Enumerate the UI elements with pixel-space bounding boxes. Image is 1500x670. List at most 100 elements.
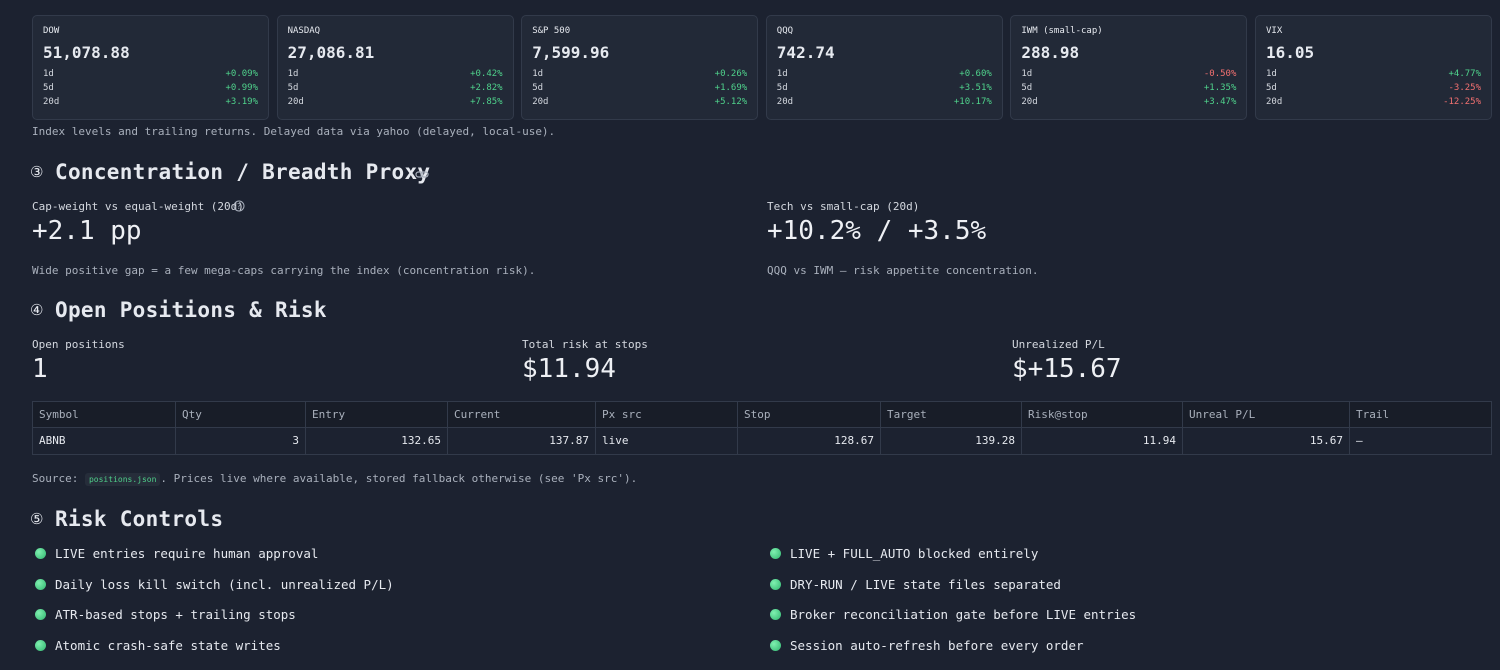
return-period: 1d [776,69,788,79]
control-item: DRY-RUN / LIVE state files separated [790,576,1061,592]
index-level: 742.74 [776,43,835,62]
section-title: Open Positions & Risk [55,298,327,322]
return-value: +4.77% [1448,69,1481,79]
section-number: ⑤ [30,510,44,528]
return-value: +5.12% [714,97,748,107]
return-period: 5d [1021,83,1033,93]
index-card: NASDAQ 27,086.81 1d +0.42% 5d +2.82% 20d +7.85% [276,15,514,120]
table-cell: ABNB [33,428,176,454]
index-name: S&P 500 [532,26,571,36]
return-value: -0.50% [1203,69,1237,79]
column-header: Symbol [33,402,176,428]
return-period: 1d [1266,69,1277,79]
return-value: +0.42% [470,69,503,79]
column-header: Target [881,402,1022,428]
index-level: 51,078.88 [43,43,130,62]
return-value: +1.35% [1203,83,1237,93]
help-icon[interactable]: ? [233,200,245,212]
table-cell: 139.28 [881,428,1022,454]
return-period: 1d [287,69,299,79]
index-name: NASDAQ [287,26,321,36]
control-item: Daily loss kill switch (incl. unrealized… [55,576,394,592]
status-dot [35,548,46,559]
column-header: Trail [1350,402,1491,428]
status-dot [35,609,46,620]
column-header: Px src [596,402,738,428]
metric-value: +2.1 pp [32,216,142,246]
index-level: 16.05 [1266,43,1315,62]
table-cell: 137.87 [448,428,596,454]
section-number: ③ [30,163,44,181]
index-name: QQQ [776,26,794,36]
return-value: -3.25% [1448,83,1481,93]
return-period: 20d [287,97,304,107]
control-item: Session auto-refresh before every order [790,637,1084,653]
control-item: Broker reconciliation gate before LIVE e… [790,607,1137,622]
return-value: +3.19% [225,97,258,107]
index-note: Index levels and trailing returns. Delay… [32,125,556,138]
index-name: VIX [1266,26,1283,36]
return-period: 5d [776,83,788,93]
section-title: Risk Controls [55,507,224,531]
metric-note: Wide positive gap = a few mega-caps carr… [32,264,536,277]
table-cell: 3 [176,428,306,454]
status-dot [35,578,46,590]
metric-label: Unrealized P/L [1012,338,1105,351]
return-period: 5d [1266,83,1277,93]
return-period: 5d [287,83,299,93]
column-header: Stop [738,402,881,428]
metric-value: 1 [32,354,48,384]
return-period: 20d [1266,97,1283,107]
index-level: 27,086.81 [287,43,375,62]
table-cell: 15.67 [1183,428,1350,454]
metric-label: Cap-weight vs equal-weight (20d) [32,200,244,213]
return-value: +2.82% [470,83,503,93]
table-cell: — [1356,434,1363,447]
return-value: +0.26% [714,69,748,79]
table-cell: 11.94 [1022,428,1183,454]
link-icon[interactable] [415,170,429,180]
status-dot [770,639,781,651]
return-period: 20d [1021,97,1038,107]
index-name: IWM (small-cap) [1021,26,1103,36]
svg-text:?: ? [237,202,241,211]
metric-label: Tech vs small-cap (20d) [767,200,920,213]
return-period: 5d [43,83,54,93]
table-cell: live [596,428,738,454]
return-value: +0.09% [225,69,258,79]
control-item: ATR-based stops + trailing stops [55,607,296,622]
return-period: 5d [532,83,544,93]
return-period: 20d [776,97,794,107]
index-level: 288.98 [1021,43,1080,62]
return-period: 20d [532,97,549,107]
control-item: Atomic crash-safe state writes [55,637,281,653]
metric-note: QQQ vs IWM — risk appetite concentration… [767,264,1039,277]
return-period: 20d [43,97,60,107]
index-card: S&P 500 7,599.96 1d +0.26% 5d +1.69% 20d +5.12% [521,15,759,120]
control-item: LIVE + FULL_AUTO blocked entirely [790,546,1039,561]
source-suffix: . Prices live where available, stored fa… [160,472,638,485]
control-item: LIVE entries require human approval [55,546,319,561]
source-prefix: Source: [32,472,79,485]
section-number: ④ [30,301,44,319]
source-note: Source: positions.json. Prices live wher… [32,472,638,486]
column-header: Entry [306,402,448,428]
index-card: DOW 51,078.88 1d +0.09% 5d +0.99% 20d +3.19% [32,15,269,120]
index-card: VIX 16.05 1d +4.77% 5d -3.25% 20d -12.25% [1255,15,1492,120]
column-header: Qty [176,402,306,428]
index-card: IWM (small-cap) 288.98 1d -0.50% 5d +1.35% 20d… [1010,15,1248,120]
metric-label: Open positions [32,338,125,351]
status-dot [35,639,46,651]
table-cell: 132.65 [306,428,448,454]
return-value: +0.60% [959,69,992,79]
section-title: Concentration / Breadth Proxy [55,160,431,184]
metric-label: Total risk at stops [522,338,648,351]
positions-table: Symbol Qty Entry Current Px src Stop Target Ris… [32,401,1492,455]
return-value: -12.25% [1443,97,1481,107]
index-card: QQQ 742.74 1d +0.60% 5d +3.51% 20d +10.17% [765,15,1003,120]
table-cell: 128.67 [738,428,881,454]
metric-value: $11.94 [522,354,616,384]
return-value: +3.47% [1203,97,1237,107]
status-dot [770,609,781,620]
